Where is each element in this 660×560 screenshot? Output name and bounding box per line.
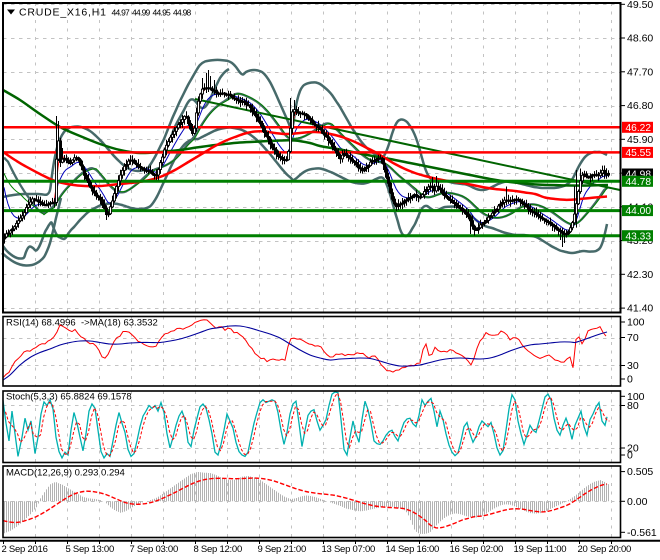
svg-text:43.33: 43.33	[626, 231, 652, 242]
svg-text:48.60: 48.60	[627, 33, 653, 45]
svg-text:-0.561: -0.561	[627, 527, 657, 539]
svg-text:MACD(12,26,9) 0.293 0.294: MACD(12,26,9) 0.293 0.294	[6, 468, 125, 479]
svg-text:46.80: 46.80	[627, 100, 653, 112]
svg-text:7 Sep 03:00: 7 Sep 03:00	[130, 544, 179, 555]
svg-text:16 Sep 02:00: 16 Sep 02:00	[450, 544, 504, 555]
svg-text:70: 70	[627, 332, 639, 344]
svg-text:2 Sep 2016: 2 Sep 2016	[2, 544, 48, 555]
svg-text:44.98: 44.98	[626, 170, 652, 181]
svg-text:13 Sep 07:00: 13 Sep 07:00	[322, 544, 376, 555]
svg-text:0: 0	[627, 374, 633, 386]
svg-text:49.50: 49.50	[627, 0, 653, 11]
svg-text:46.22: 46.22	[626, 123, 652, 134]
svg-text:100: 100	[627, 317, 645, 329]
svg-text:41.40: 41.40	[627, 303, 653, 315]
svg-text:80: 80	[627, 400, 639, 412]
svg-text:CRUDE_X16,H1: CRUDE_X16,H1	[19, 7, 107, 19]
svg-text:45.90: 45.90	[627, 134, 653, 146]
svg-text:20 Sep 20:00: 20 Sep 20:00	[578, 544, 632, 555]
svg-text:5 Sep 13:00: 5 Sep 13:00	[66, 544, 115, 555]
svg-text:14 Sep 16:00: 14 Sep 16:00	[386, 544, 440, 555]
svg-text:44.95: 44.95	[153, 7, 172, 17]
svg-text:44.98: 44.98	[173, 7, 192, 17]
svg-text:42.30: 42.30	[627, 269, 653, 281]
svg-text:8 Sep 12:00: 8 Sep 12:00	[194, 544, 243, 555]
svg-text:9 Sep 21:00: 9 Sep 21:00	[258, 544, 307, 555]
svg-text:44.78: 44.78	[626, 177, 652, 188]
svg-text:RSI(14) 68.4996 ->MA(18) 63.3: RSI(14) 68.4996 ->MA(18) 63.3532	[6, 318, 158, 329]
svg-text:30: 30	[627, 360, 639, 372]
svg-text:Stoch(5,3,3) 65.8824 69.1578: Stoch(5,3,3) 65.8824 69.1578	[6, 392, 132, 403]
svg-text:44.97: 44.97	[112, 7, 131, 17]
svg-text:0: 0	[627, 450, 633, 462]
svg-text:44.00: 44.00	[626, 206, 652, 217]
svg-text:0.505: 0.505	[627, 466, 653, 478]
svg-text:45.55: 45.55	[626, 148, 652, 159]
svg-text:0.00: 0.00	[627, 496, 648, 508]
svg-text:47.70: 47.70	[627, 66, 653, 78]
svg-text:44.99: 44.99	[132, 7, 151, 17]
svg-text:19 Sep 11:00: 19 Sep 11:00	[514, 544, 567, 555]
svg-text:20: 20	[627, 443, 639, 455]
svg-text:100: 100	[627, 391, 645, 403]
